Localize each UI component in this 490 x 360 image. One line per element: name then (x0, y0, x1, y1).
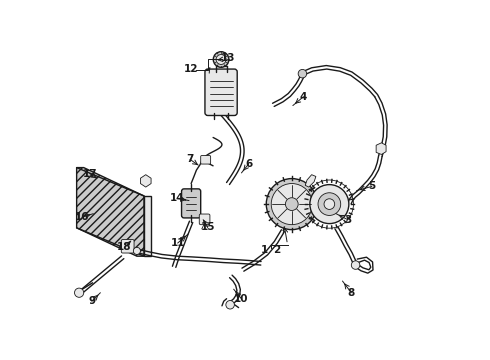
Text: 3: 3 (344, 215, 351, 225)
Circle shape (310, 185, 349, 224)
Circle shape (213, 52, 229, 67)
Circle shape (271, 184, 312, 225)
Circle shape (351, 261, 360, 269)
Polygon shape (141, 175, 151, 187)
Text: 10: 10 (234, 294, 249, 304)
Text: 17: 17 (82, 168, 97, 179)
Polygon shape (305, 175, 316, 187)
FancyBboxPatch shape (199, 214, 210, 225)
Text: 18: 18 (117, 242, 132, 252)
Text: 13: 13 (220, 53, 235, 63)
Circle shape (133, 247, 141, 255)
Circle shape (318, 193, 341, 215)
Polygon shape (144, 196, 151, 256)
Circle shape (216, 54, 226, 64)
Circle shape (285, 198, 298, 211)
Text: 1: 1 (261, 245, 268, 255)
Text: 6: 6 (245, 159, 252, 169)
Circle shape (298, 69, 307, 78)
FancyBboxPatch shape (201, 156, 211, 164)
Circle shape (226, 301, 234, 309)
Text: 9: 9 (88, 296, 96, 306)
Text: 11: 11 (171, 238, 185, 248)
Circle shape (74, 288, 84, 297)
FancyBboxPatch shape (182, 189, 201, 218)
Text: 14: 14 (170, 193, 184, 203)
Polygon shape (76, 168, 144, 256)
Circle shape (324, 199, 335, 210)
Text: 7: 7 (186, 154, 194, 165)
Text: 12: 12 (184, 64, 198, 75)
Text: 16: 16 (74, 212, 89, 222)
Text: 5: 5 (368, 181, 375, 192)
FancyBboxPatch shape (205, 69, 237, 116)
Text: 15: 15 (200, 222, 215, 232)
Text: 2: 2 (273, 245, 280, 255)
Polygon shape (376, 143, 386, 154)
Text: 4: 4 (300, 92, 307, 102)
FancyBboxPatch shape (122, 239, 134, 253)
Text: 8: 8 (348, 288, 355, 298)
Circle shape (266, 179, 318, 230)
